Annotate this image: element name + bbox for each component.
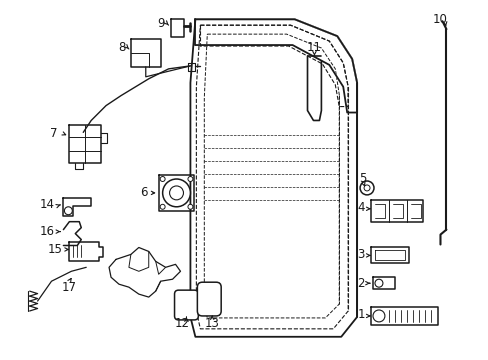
Text: 1: 1 <box>357 309 364 321</box>
Text: 3: 3 <box>357 248 364 261</box>
Text: 14: 14 <box>40 198 55 211</box>
Circle shape <box>169 186 183 200</box>
Text: 10: 10 <box>432 13 447 26</box>
Text: 8: 8 <box>118 41 125 54</box>
Circle shape <box>187 176 192 181</box>
Circle shape <box>160 204 165 209</box>
Text: 5: 5 <box>359 171 366 185</box>
FancyBboxPatch shape <box>197 282 221 316</box>
Text: 4: 4 <box>357 201 364 214</box>
Circle shape <box>359 181 373 195</box>
Circle shape <box>374 279 382 287</box>
FancyBboxPatch shape <box>174 290 198 320</box>
Text: 15: 15 <box>48 243 63 256</box>
Text: 13: 13 <box>204 318 219 330</box>
Circle shape <box>364 185 369 191</box>
Circle shape <box>64 207 72 215</box>
Circle shape <box>372 310 384 322</box>
Text: 9: 9 <box>157 17 164 30</box>
Circle shape <box>187 204 192 209</box>
Text: 7: 7 <box>50 127 57 140</box>
Text: 17: 17 <box>62 281 77 294</box>
Text: 6: 6 <box>140 186 147 199</box>
Circle shape <box>163 179 190 207</box>
Circle shape <box>160 176 165 181</box>
Text: 11: 11 <box>306 41 321 54</box>
Text: 12: 12 <box>175 318 190 330</box>
Text: 2: 2 <box>357 277 364 290</box>
Text: 16: 16 <box>40 225 55 238</box>
